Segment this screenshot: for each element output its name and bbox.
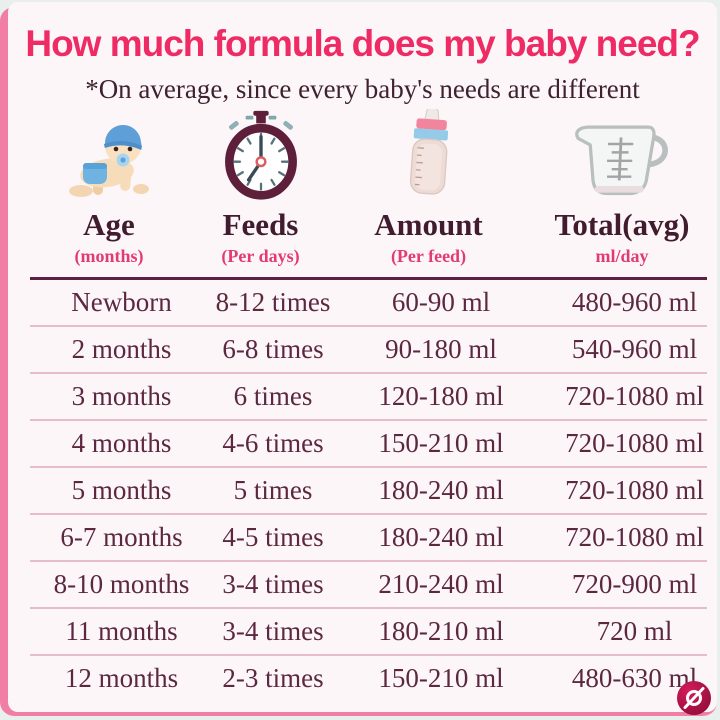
- table-row: 3 months 6 times 120-180 ml 720-1080 ml: [30, 372, 707, 419]
- header-label-age: Age: [83, 207, 135, 242]
- header-col-total: Total(avg) ml/day: [537, 113, 708, 265]
- cell-amount: 180-240 ml: [378, 475, 504, 505]
- cell-age: 8-10 months: [53, 569, 190, 599]
- bottle-icon: [321, 109, 537, 201]
- content-card: How much formula does my baby need? *On …: [8, 2, 717, 712]
- cell-total: 720-1080 ml: [565, 475, 704, 505]
- measuring-cup-icon: [537, 113, 708, 201]
- table-row: 6-7 months 4-5 times 180-240 ml 720-1080…: [30, 513, 707, 560]
- table-row: Newborn 8-12 times 60-90 ml 480-960 ml: [30, 280, 707, 325]
- stopwatch-icon: [201, 110, 321, 201]
- cell-age: 11 months: [65, 616, 178, 646]
- cell-total: 720-1080 ml: [565, 428, 704, 458]
- cell-age: 12 months: [64, 663, 179, 693]
- table-row: 12 months 2-3 times 150-210 ml 480-630 m…: [30, 654, 707, 701]
- cell-age: 2 months: [71, 334, 172, 364]
- cell-amount: 90-180 ml: [385, 334, 497, 364]
- cell-feeds: 4-6 times: [222, 428, 324, 458]
- header-sublabel-age: (months): [74, 246, 144, 266]
- cell-amount: 60-90 ml: [391, 287, 491, 317]
- cell-feeds: 4-5 times: [222, 522, 324, 552]
- header-label-feeds: Feeds: [222, 207, 299, 242]
- header-col-amount: Amount (Per feed): [321, 109, 537, 266]
- header-label-amount: Amount: [374, 207, 483, 242]
- cell-total: 540-960 ml: [571, 334, 698, 364]
- page-title: How much formula does my baby need?: [25, 23, 700, 64]
- page-subtitle: *On average, since every baby's needs ar…: [85, 74, 640, 104]
- table-row: 8-10 months 3-4 times 210-240 ml 720-900…: [30, 560, 707, 607]
- cell-amount: 150-210 ml: [378, 663, 504, 693]
- table-row: 11 months 3-4 times 180-210 ml 720 ml: [30, 607, 707, 654]
- baby-icon: [18, 113, 201, 201]
- formula-table: Newborn 8-12 times 60-90 ml 480-960 ml 2…: [30, 280, 707, 701]
- header-sublabel-amount: (Per feed): [390, 246, 467, 266]
- cell-total: 720 ml: [596, 616, 673, 646]
- cell-age: 5 months: [71, 475, 172, 505]
- brand-logo-icon: [676, 680, 712, 716]
- cell-feeds: 3-4 times: [222, 569, 324, 599]
- cell-feeds: 8-12 times: [215, 287, 331, 317]
- cell-total: 480-630 ml: [571, 663, 698, 693]
- cell-total: 480-960 ml: [571, 287, 698, 317]
- cell-amount: 180-240 ml: [378, 522, 504, 552]
- table-row: 5 months 5 times 180-240 ml 720-1080 ml: [30, 466, 707, 513]
- cell-feeds: 6-8 times: [222, 334, 324, 364]
- cell-total: 720-900 ml: [571, 569, 698, 599]
- cell-total: 720-1080 ml: [565, 522, 704, 552]
- header-divider: [30, 277, 707, 280]
- cell-feeds: 2-3 times: [222, 663, 324, 693]
- table-row: 2 months 6-8 times 90-180 ml 540-960 ml: [30, 325, 707, 372]
- cell-amount: 210-240 ml: [378, 569, 504, 599]
- header-label-total: Total(avg): [554, 207, 690, 242]
- cell-feeds: 3-4 times: [222, 616, 324, 646]
- header-sublabel-total: ml/day: [595, 246, 649, 266]
- table-header: Age (months): [18, 109, 708, 266]
- cell-total: 720-1080 ml: [565, 381, 704, 411]
- header-sublabel-feeds: (Per days): [221, 246, 300, 266]
- cell-age: Newborn: [71, 287, 172, 317]
- header-col-age: Age (months): [18, 113, 201, 265]
- table-row: 4 months 4-6 times 150-210 ml 720-1080 m…: [30, 419, 707, 466]
- cell-age: 6-7 months: [60, 522, 183, 552]
- header-col-feeds: Feeds (Per days): [201, 110, 321, 266]
- cell-amount: 180-210 ml: [378, 616, 504, 646]
- cell-feeds: 6 times: [233, 381, 313, 411]
- cell-amount: 120-180 ml: [378, 381, 504, 411]
- cell-age: 3 months: [71, 381, 172, 411]
- cell-feeds: 5 times: [233, 475, 313, 505]
- cell-amount: 150-210 ml: [378, 428, 504, 458]
- cell-age: 4 months: [71, 428, 172, 458]
